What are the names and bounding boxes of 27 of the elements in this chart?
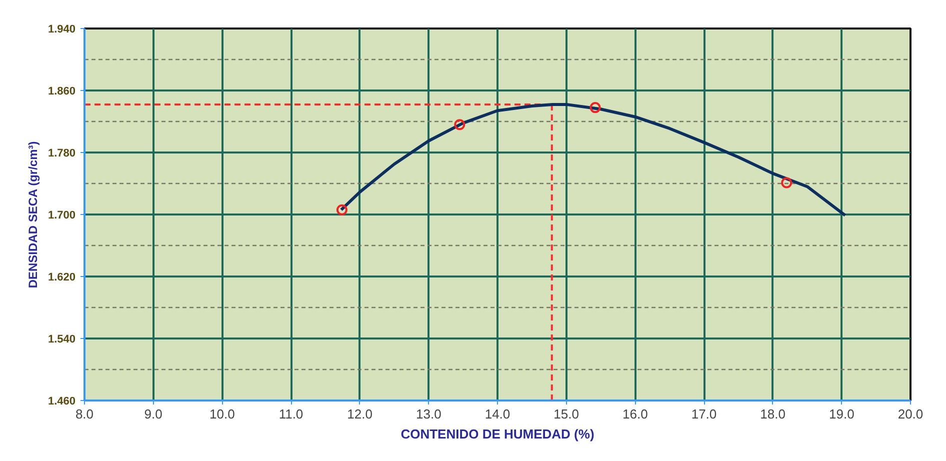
x-tick-label: 11.0	[278, 406, 304, 422]
x-tick-label: 10.0	[210, 406, 235, 422]
x-tick-label: 8.0	[75, 406, 94, 422]
x-tick-label: 16.0	[622, 406, 648, 422]
y-tick-label: 1.620	[48, 272, 76, 284]
y-axis-title: DENSIDAD SECA (gr/cm³)	[26, 141, 40, 288]
y-tick-label: 1.860	[48, 86, 76, 98]
y-tick-label: 1.460	[48, 396, 76, 408]
x-tick-label: 19.0	[829, 406, 854, 422]
x-tick-label: 18.0	[760, 406, 786, 422]
x-tick-label: 12.0	[347, 406, 372, 422]
point	[454, 119, 466, 130]
x-tick-label: 15.0	[554, 406, 579, 422]
y-tick-label: 1.940	[48, 24, 76, 36]
x-tick-label: 14.0	[484, 406, 510, 422]
point	[590, 102, 601, 114]
point	[336, 204, 348, 216]
x-tick-label: 20.0	[898, 406, 924, 422]
y-tick-label: 1.540	[48, 334, 76, 346]
point	[781, 177, 792, 188]
x-tick-label: 9.0	[144, 406, 162, 422]
y-tick-label: 1.780	[48, 148, 76, 160]
line-series	[340, 102, 847, 217]
x-axis-title: CONTENIDO DE HUMEDAD (%)	[400, 426, 594, 442]
x-tick-label: 17.0	[691, 406, 717, 422]
x-tick-label: 13.0	[416, 406, 442, 422]
y-tick-label: 1.700	[48, 210, 76, 222]
